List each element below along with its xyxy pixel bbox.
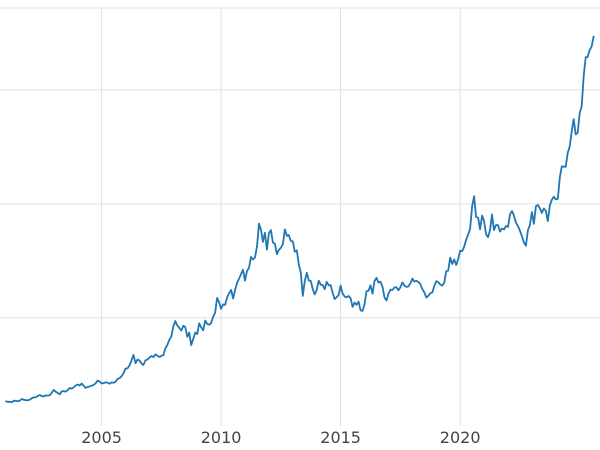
- price-series-line: [5, 35, 595, 404]
